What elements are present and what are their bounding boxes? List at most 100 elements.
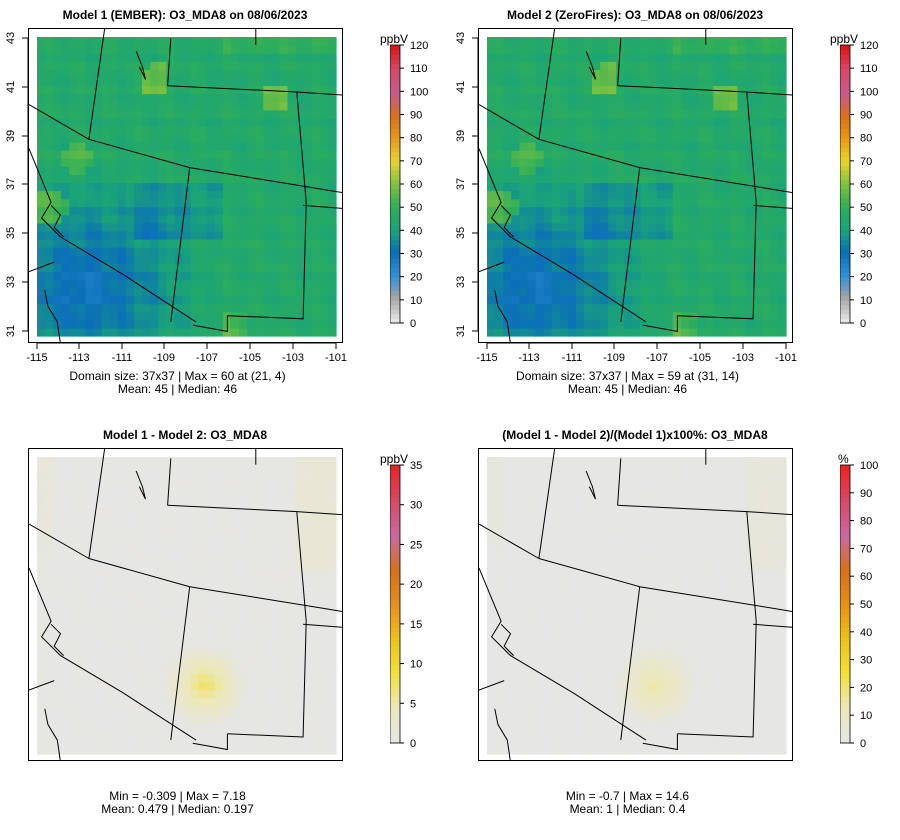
grid-cell — [689, 190, 698, 200]
grid-cell — [648, 303, 658, 313]
grid-cell — [487, 295, 496, 305]
boundary-line — [538, 29, 556, 140]
grid-cell — [263, 593, 272, 603]
grid-cell — [142, 295, 151, 305]
grid-cell — [327, 117, 337, 127]
grid-cell — [37, 553, 46, 562]
grid-cell — [543, 513, 553, 522]
grid-cell — [689, 279, 698, 289]
grid-cell — [101, 657, 111, 667]
grid-cell — [182, 697, 192, 707]
grid-cell — [303, 489, 313, 498]
grid-cell — [69, 214, 79, 224]
grid-cell — [198, 206, 208, 216]
panel-stats: Min = -0.309 | Max = 7.18 Mean: 0.479 | M… — [101, 790, 254, 816]
grid-cell — [648, 239, 658, 248]
grid-cell — [511, 545, 520, 554]
grid-cell — [721, 166, 731, 175]
grid-cell — [45, 729, 54, 739]
grid-cell — [559, 689, 569, 699]
grid-cell — [287, 255, 297, 264]
grid-cell — [214, 681, 224, 691]
grid-cell — [487, 158, 496, 167]
grid-cell — [117, 545, 127, 554]
grid-cell — [672, 198, 682, 208]
grid-cell — [287, 553, 297, 562]
grid-cell — [45, 37, 54, 46]
grid-cell — [535, 601, 545, 611]
grid-cell — [174, 489, 184, 498]
grid-cell — [53, 53, 62, 62]
grid-cell — [575, 553, 585, 562]
grid-cell — [575, 117, 585, 127]
grid-cell — [69, 657, 79, 667]
colorbar-step — [390, 123, 400, 129]
grid-cell — [753, 125, 763, 135]
grid-cell — [487, 473, 496, 482]
grid-cell — [303, 101, 313, 111]
grid-cell — [150, 222, 159, 232]
grid-cell — [761, 109, 771, 119]
grid-cell — [535, 311, 545, 321]
grid-cell — [640, 263, 650, 272]
grid-cell — [303, 198, 313, 208]
grid-cell — [142, 601, 151, 611]
grid-cell — [583, 174, 593, 184]
grid-cell — [495, 206, 504, 216]
grid-cell — [745, 214, 755, 224]
boundary-line — [538, 138, 792, 193]
grid-cell — [672, 69, 682, 79]
grid-cell — [672, 158, 682, 167]
colorbar-unit: ppbV — [380, 452, 409, 466]
grid-cell — [487, 737, 496, 747]
grid-cell — [125, 190, 135, 200]
grid-cell — [239, 125, 248, 135]
grid-cell — [222, 633, 232, 643]
grid-cell — [487, 222, 496, 232]
grid-cell — [664, 142, 674, 151]
grid-cell — [142, 561, 151, 570]
grid-cell — [158, 489, 167, 498]
grid-cell — [583, 166, 593, 175]
grid-cell — [239, 303, 248, 313]
grid-cell — [198, 553, 208, 562]
grid-cell — [109, 198, 119, 208]
grid-cell — [327, 174, 337, 184]
grid-cell — [45, 182, 54, 192]
grid-cell — [37, 737, 46, 747]
grid-cell — [327, 255, 337, 264]
grid-cell — [608, 182, 617, 192]
grid-cell — [190, 481, 200, 490]
grid-cell — [632, 271, 642, 281]
grid-cell — [214, 125, 224, 135]
grid-cell — [729, 150, 739, 159]
grid-cell — [255, 279, 264, 289]
grid-cell — [295, 473, 305, 482]
grid-cell — [503, 585, 512, 595]
colorbar-unit: ppbV — [380, 32, 409, 46]
grid-cell — [616, 125, 625, 135]
grid-cell — [575, 697, 585, 707]
grid-cell — [166, 230, 175, 240]
grid-cell — [729, 206, 739, 216]
grid-cell — [319, 505, 329, 514]
grid-cell — [600, 198, 609, 208]
grid-cell — [255, 311, 264, 321]
grid-cell — [190, 681, 200, 691]
grid-cell — [45, 214, 54, 224]
grid-cell — [37, 101, 46, 111]
grid-cell — [745, 206, 755, 216]
grid-cell — [295, 609, 305, 619]
grid-cell — [271, 569, 281, 579]
grid-cell — [327, 545, 337, 554]
grid-cell — [166, 633, 175, 643]
grid-cell — [263, 166, 272, 175]
colorbar-step — [390, 678, 400, 684]
grid-cell — [503, 255, 512, 264]
grid-cell — [125, 737, 135, 747]
grid-cell — [551, 641, 561, 651]
grid-cell — [583, 125, 593, 135]
grid-cell — [672, 166, 682, 175]
grid-cell — [166, 142, 175, 151]
grid-cell — [158, 53, 167, 62]
